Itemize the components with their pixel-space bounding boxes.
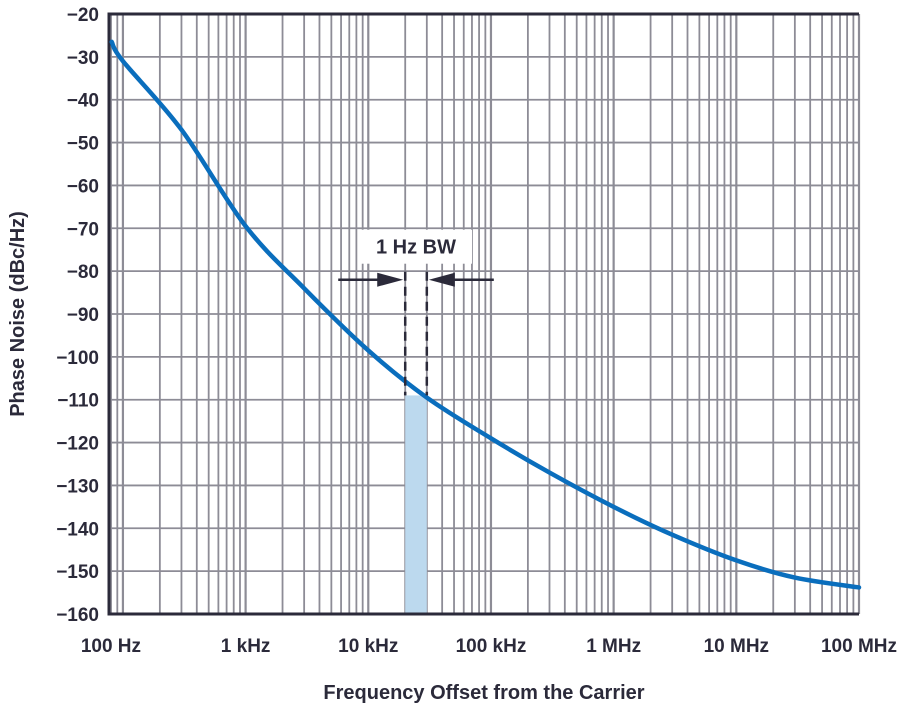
x-tick-label: 1 kHz [221,636,271,657]
x-tick-label: 100 kHz [456,636,527,657]
x-tick-label: 100 Hz [81,636,141,657]
y-tick-label: −90 [67,305,99,326]
y-tick-label: −120 [56,434,99,455]
grid [109,13,861,615]
y-tick-label: −140 [56,519,99,540]
right-arrow-head [428,272,455,287]
y-tick-labels: −20 −30 −40 −50 −60 −70 −80 −90 −100 −110 −120 −130… [56,5,99,626]
y-tick-label: −80 [67,262,99,283]
left-arrow-head [377,272,404,287]
y-tick-label: −50 [67,134,99,155]
x-tick-labels: 100 Hz 1 kHz 10 kHz 100 kHz 1 MHz 10 MHz 100 M… [81,636,897,657]
y-tick-label: −30 [67,48,99,69]
y-tick-label: −20 [67,5,99,26]
phase-noise-curve [109,39,862,590]
x-tick-label: 10 kHz [338,636,398,657]
bandwidth-shaded-region [405,395,427,614]
x-axis-label: Frequency Offset from the Carrier [323,682,644,704]
bandwidth-annotation: 1 Hz BW [338,229,494,396]
y-tick-label: −160 [56,605,99,626]
x-tick-label: 1 MHz [586,636,641,657]
y-tick-label: −110 [57,391,99,412]
y-axis-label: Phase Noise (dBc/Hz) [7,211,29,417]
x-tick-label: 10 MHz [704,636,769,657]
bandwidth-label-background [360,229,473,264]
bandwidth-label: 1 Hz BW [376,237,456,259]
y-tick-label: −40 [67,91,99,112]
axes-frame [107,12,859,616]
y-tick-label: −130 [56,476,99,497]
y-tick-label: −60 [67,176,99,197]
y-tick-label: −70 [67,219,99,240]
y-tick-label: −150 [56,562,99,583]
x-tick-label: 100 MHz [821,636,897,657]
y-tick-label: −100 [56,348,99,369]
